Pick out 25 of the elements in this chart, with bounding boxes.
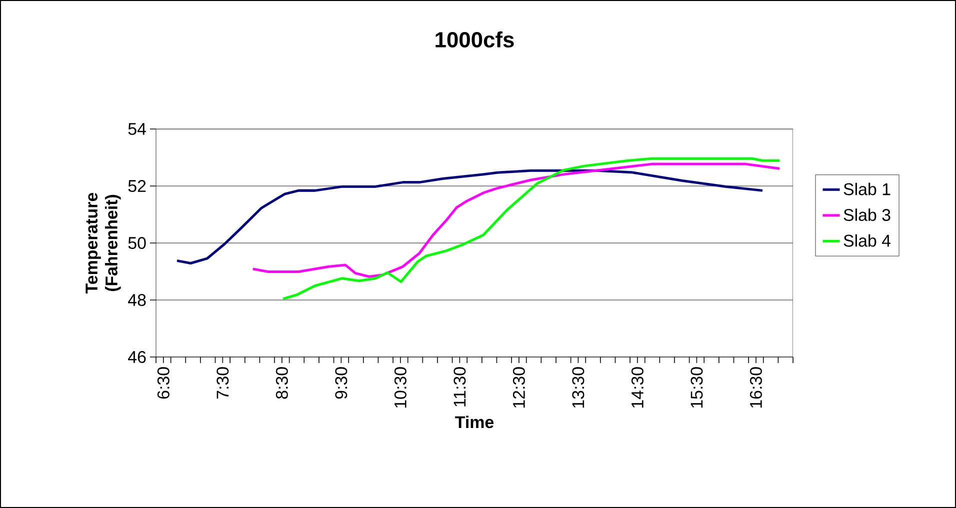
chart-title: 1000cfs: [436, 31, 514, 48]
x-tick-label: 13:30: [572, 367, 584, 408]
y-tick-label: 50: [128, 237, 146, 250]
legend-label: Slab 1: [844, 182, 890, 196]
x-tick-label: 7:30: [216, 367, 229, 399]
x-tick-label: 12:30: [512, 367, 525, 408]
legend-label: Slab 4: [844, 234, 891, 247]
y-tick-label: 52: [128, 180, 146, 192]
line-series: [176, 169, 764, 264]
line-series: [282, 157, 781, 300]
x-tick-label: 8:30: [276, 367, 288, 399]
x-tick-label: 11:30: [454, 367, 466, 406]
legend-label: Slab 3: [844, 208, 890, 221]
x-tick-label: 16:30: [750, 367, 762, 408]
x-tick-label: 14:30: [631, 367, 644, 408]
x-axis-title: Time: [455, 416, 494, 428]
x-tick-label: 6:30: [157, 367, 170, 399]
x-tick-label: 10:30: [394, 367, 406, 408]
y-tick-label: 46: [128, 351, 146, 363]
y-axis-title: Temperature (Fahrenheit): [86, 192, 121, 294]
y-tick-label: 48: [128, 294, 146, 306]
x-tick-label: 15:30: [690, 367, 703, 408]
y-tick-label: 54: [128, 123, 146, 135]
line-series: [252, 162, 781, 278]
x-tick-label: 9:30: [335, 367, 348, 399]
